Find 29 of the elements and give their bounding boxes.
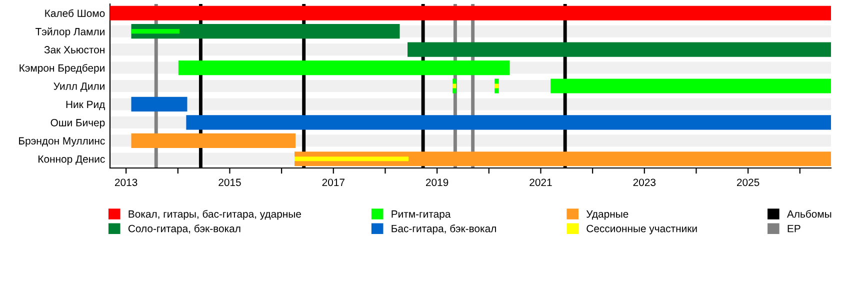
legend-label: Вокал, гитары, бас-гитара, ударные <box>128 210 301 220</box>
y-tick-label: Тэйлор Ламли <box>36 27 104 38</box>
legend-label: Соло-гитара, бэк-вокал <box>128 224 240 234</box>
y-tick-label: Коннор Денис <box>38 155 105 165</box>
legend-label: Ритм-гитара <box>392 210 451 220</box>
y-tick-label: Калеб Шомо <box>45 9 105 17</box>
x-tick-label: 2015 <box>218 178 241 186</box>
x-tick-label: 2025 <box>737 178 760 186</box>
legend-label: Ударные <box>586 210 628 220</box>
legend-label: Сессионные участники <box>586 224 697 234</box>
y-tick-label: Кэмрон Бредбери <box>20 64 104 74</box>
x-tick-label: 2023 <box>633 178 656 186</box>
y-tick-label: Брэндон Муллинс <box>19 137 105 147</box>
bar <box>294 156 409 162</box>
bar <box>131 96 188 112</box>
y-tick-label: Ник Рид <box>66 100 105 110</box>
legend-label: Бас-гитара, бэк-вокал <box>392 224 496 234</box>
x-tick-label: 2019 <box>426 178 448 186</box>
legend-label: Альбомы <box>786 210 832 218</box>
x-tick-label: 2013 <box>115 178 138 186</box>
bar <box>452 84 456 88</box>
y-tick-label: Оши Бичер <box>50 118 105 128</box>
x-tick-label: 2017 <box>322 178 344 186</box>
y-tick-label: Уилл Дили <box>54 82 104 92</box>
legend-label: EP <box>788 224 800 232</box>
bar <box>131 133 296 148</box>
y-tick-label: Зак Хьюстон <box>44 46 104 54</box>
bar <box>494 84 499 88</box>
x-tick-label: 2021 <box>530 178 552 186</box>
